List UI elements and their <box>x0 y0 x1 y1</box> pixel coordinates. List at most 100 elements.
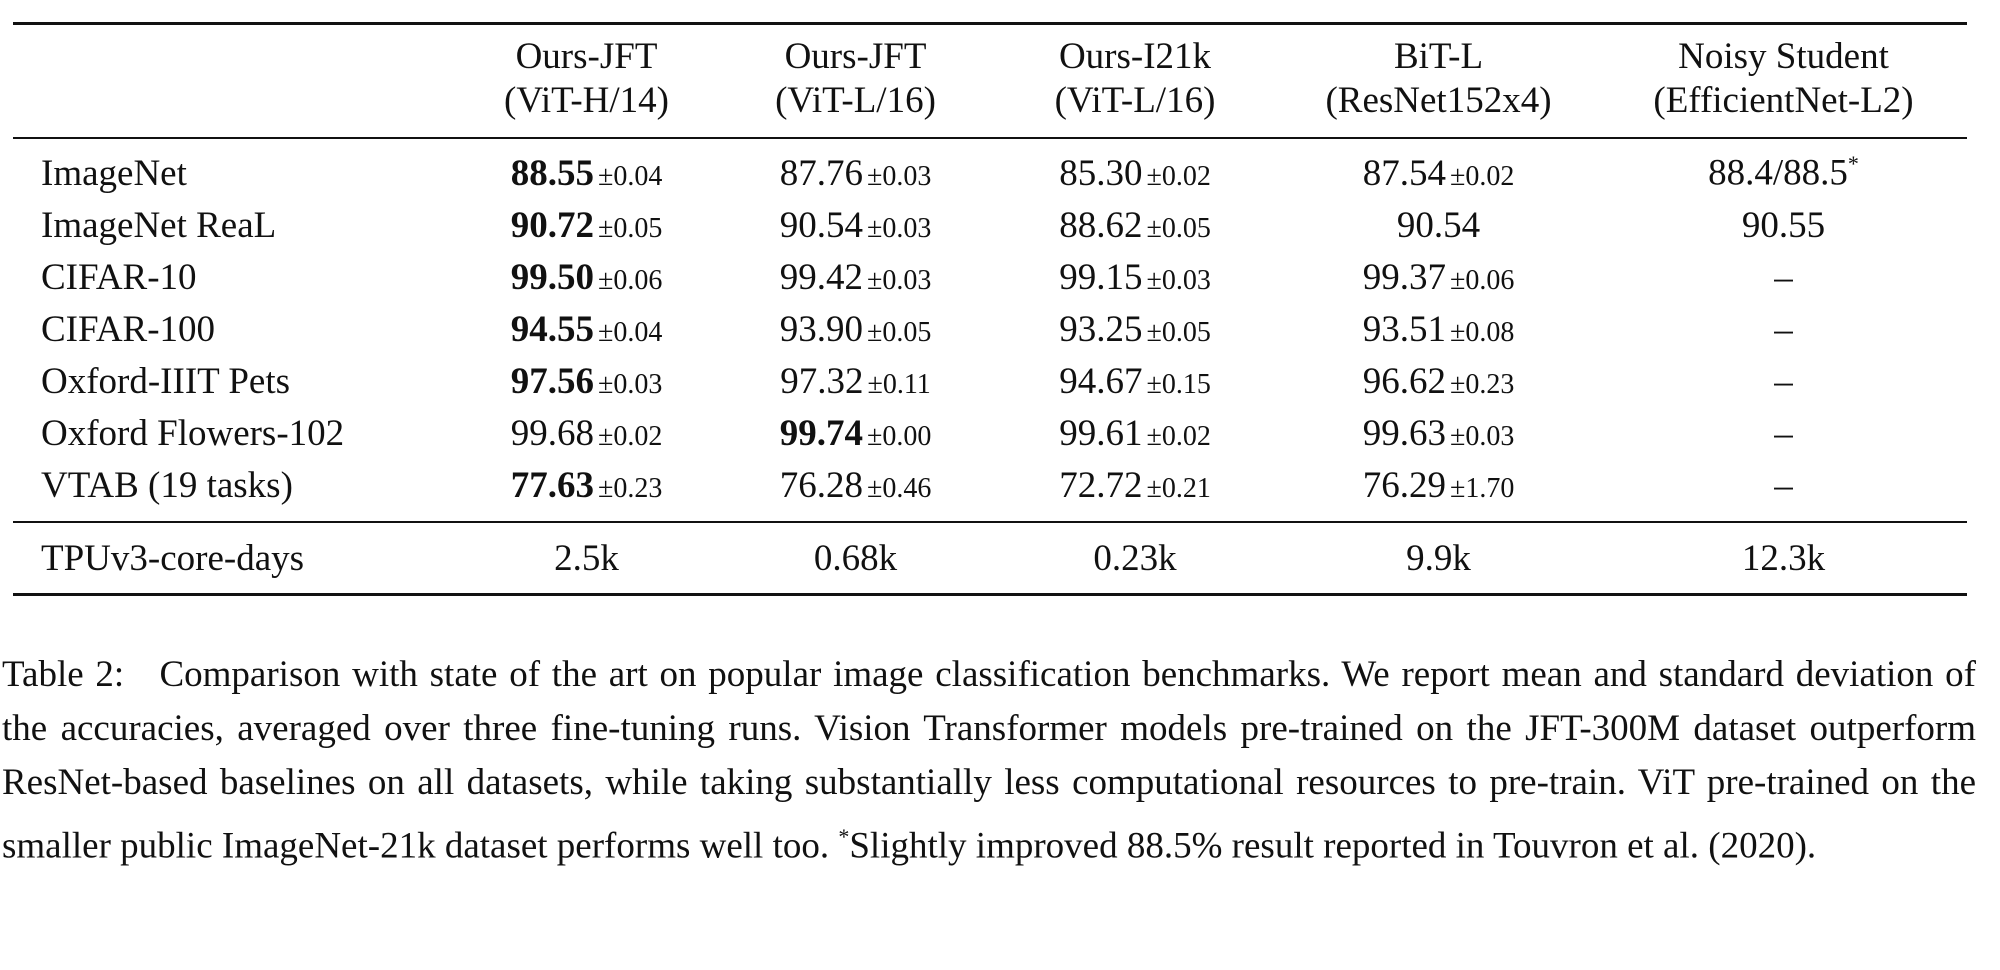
std-value: 0.03 <box>1465 420 1515 452</box>
cell: – <box>1600 303 1967 355</box>
mean: 99.74 <box>779 412 863 454</box>
footnote-mark: * <box>1847 151 1859 177</box>
std-value: 0.04 <box>613 316 663 348</box>
cell: – <box>1600 407 1967 459</box>
cell: 87.76 ±0.03 <box>718 138 993 199</box>
cell: – <box>1600 251 1967 303</box>
mean: 99.50 <box>510 256 594 298</box>
cell: 97.56 ±0.03 <box>455 355 718 407</box>
row-label: CIFAR-100 <box>41 308 216 350</box>
std: ±0.05 <box>867 317 931 348</box>
std-value: 1.70 <box>1465 472 1515 504</box>
std: ±0.00 <box>867 421 931 452</box>
std-value: 0.02 <box>1465 160 1515 192</box>
header-row: Ours-JFT (ViT-H/14) Ours-JFT (ViT-L/16) Ours… <box>13 22 1967 139</box>
cell: 99.42 ±0.03 <box>718 251 993 303</box>
plus-minus: ± <box>1449 472 1466 504</box>
plus-minus: ± <box>1146 368 1162 400</box>
row-label: CIFAR-10 <box>41 256 197 298</box>
plus-minus: ± <box>866 160 883 192</box>
mean: 93.51 <box>1362 308 1446 350</box>
cell: 99.15 ±0.03 <box>993 251 1277 303</box>
caption-note: * <box>838 824 850 849</box>
cell: 2.5k <box>455 521 718 596</box>
mean: 88.55 <box>510 152 594 194</box>
corner <box>13 22 455 139</box>
cell: 87.54 ±0.02 <box>1277 138 1600 199</box>
std-value: 0.46 <box>882 472 932 504</box>
std-value: 0.03 <box>882 212 932 244</box>
cell: 0.23k <box>993 521 1277 596</box>
cell: 99.63 ±0.03 <box>1277 407 1600 459</box>
std-value: 0.00 <box>882 420 932 452</box>
column-header: Noisy Student (EfficientNet-L2) <box>1600 22 1967 139</box>
std: ±0.03 <box>867 213 931 244</box>
std-value: 0.23 <box>613 472 663 504</box>
std-value: 0.03 <box>1161 264 1211 296</box>
plus-minus: ± <box>866 316 883 348</box>
std: ±0.05 <box>598 213 662 244</box>
mean: 99.61 <box>1059 412 1143 454</box>
cell: 76.29 ±1.70 <box>1277 459 1600 522</box>
cell: 72.72 ±0.21 <box>993 459 1277 522</box>
std-value: 0.06 <box>1465 264 1515 296</box>
mean: 77.63 <box>510 464 594 506</box>
plus-minus: ± <box>597 212 614 244</box>
mean: 97.56 <box>510 360 594 402</box>
caption-text: Slightly improved 88.5% result reported … <box>849 825 1817 867</box>
std: ±0.02 <box>1146 161 1210 192</box>
cell: 85.30 ±0.02 <box>993 138 1277 199</box>
data-row: ImageNet 88.55 ±0.04 87.76 ±0.03 85.30 ±0.02 87… <box>13 138 1967 199</box>
cell: 90.55 <box>1600 199 1967 251</box>
column-name: Ours-JFT <box>515 36 658 77</box>
std-value: 0.02 <box>613 420 663 452</box>
data-row: CIFAR-10 99.50 ±0.06 99.42 ±0.03 99.15 ±0.03 99… <box>13 251 1967 303</box>
cell: 93.25 ±0.05 <box>993 303 1277 355</box>
std-value: 0.03 <box>882 264 932 296</box>
std: ±0.06 <box>1450 265 1514 296</box>
std: ±0.03 <box>867 265 931 296</box>
row-label: Oxford-IIIT Pets <box>41 360 291 402</box>
cell: – <box>1600 355 1967 407</box>
plus-minus: ± <box>1146 212 1162 244</box>
plus-minus: ± <box>597 368 614 400</box>
cell: 88.4/88.5* <box>1600 138 1967 199</box>
column-model: (ViT-L/16) <box>1054 80 1216 121</box>
data-row: CIFAR-100 94.55 ±0.04 93.90 ±0.05 93.25 ±0.05 9… <box>13 303 1967 355</box>
cell: 0.68k <box>718 521 993 596</box>
mean: – <box>1774 360 1793 402</box>
footer-row: TPUv3-core-days 2.5k 0.68k 0.23k 9.9k 12.3k <box>13 521 1967 596</box>
plus-minus: ± <box>597 420 614 452</box>
mean: – <box>1774 464 1793 506</box>
row-label: ImageNet ReaL <box>41 204 277 246</box>
mean: 99.15 <box>1059 256 1143 298</box>
mean: 76.28 <box>779 464 863 506</box>
cell: 99.74 ±0.00 <box>718 407 993 459</box>
std-value: 0.05 <box>882 316 932 348</box>
std: ±0.46 <box>867 473 931 504</box>
std-value: 0.04 <box>613 160 663 192</box>
plus-minus: ± <box>1146 420 1162 452</box>
cell: 90.54 <box>1277 199 1600 251</box>
mean: 93.25 <box>1059 308 1143 350</box>
std-value: 0.11 <box>882 368 931 400</box>
row-label: VTAB (19 tasks) <box>41 464 293 506</box>
data-row: ImageNet ReaL 90.72 ±0.05 90.54 ±0.03 88.62 ±0… <box>13 199 1967 251</box>
data-row: Oxford Flowers-102 99.68 ±0.02 99.74 ±0.00 99… <box>13 407 1967 459</box>
std: ±1.70 <box>1450 473 1514 504</box>
table-body: ImageNet 88.55 ±0.04 87.76 ±0.03 85.30 ±0.02 87… <box>13 138 1967 522</box>
std-value: 0.03 <box>882 160 932 192</box>
results-table: Ours-JFT (ViT-H/14) Ours-JFT (ViT-L/16) Ours… <box>13 22 1967 596</box>
cell: 97.32 ±0.11 <box>718 355 993 407</box>
plus-minus: ± <box>1449 264 1466 296</box>
mean: – <box>1774 308 1793 350</box>
column-header: Ours-JFT (ViT-L/16) <box>718 22 993 139</box>
std: ±0.23 <box>1450 369 1514 400</box>
mean: – <box>1774 256 1793 298</box>
mean: 87.54 <box>1362 152 1446 194</box>
column-model: (EfficientNet-L2) <box>1653 80 1914 121</box>
std: ±0.15 <box>1146 369 1210 400</box>
std: ±0.06 <box>598 265 662 296</box>
std: ±0.04 <box>598 161 662 192</box>
